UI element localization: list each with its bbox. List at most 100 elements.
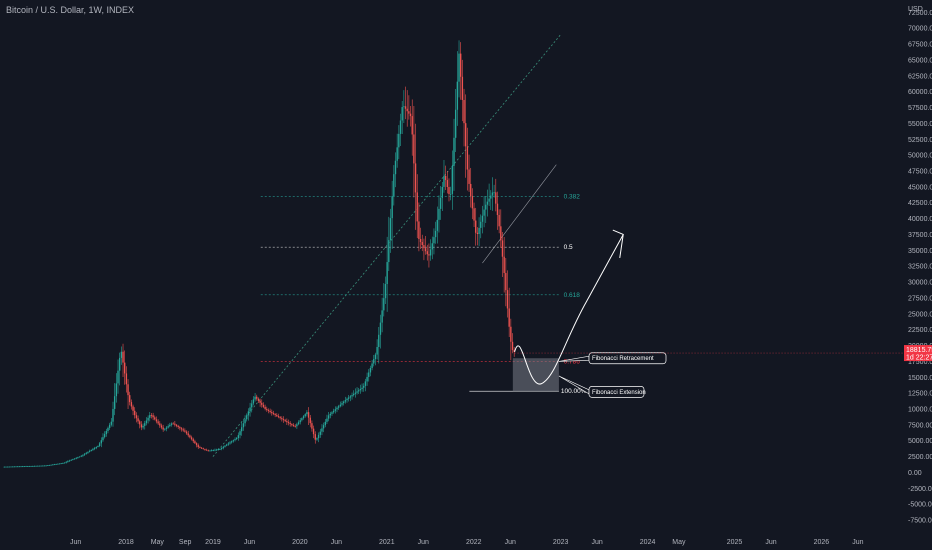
candle-body	[242, 423, 245, 428]
candle-body	[45, 465, 47, 467]
candle-body	[379, 322, 382, 335]
candle-body	[132, 406, 134, 411]
candle-body	[251, 403, 253, 408]
y-tick-label: 7500.00	[908, 422, 932, 429]
candle-body	[78, 456, 81, 458]
candle-body	[269, 410, 271, 413]
x-tick-label: 2023	[553, 539, 569, 546]
candle-body	[324, 421, 326, 426]
candle-body	[389, 218, 392, 241]
candle-body	[408, 111, 410, 114]
candle-body	[264, 406, 266, 409]
candle-body	[110, 421, 113, 425]
candle-body	[441, 186, 444, 198]
candle-body	[239, 431, 241, 436]
candle-body	[309, 417, 311, 424]
candle-body	[266, 408, 268, 410]
x-tick-label: Jun	[418, 539, 429, 546]
candle-body	[241, 427, 243, 432]
candle-body	[463, 99, 465, 124]
candle-body	[20, 466, 22, 468]
candle-body	[150, 415, 153, 416]
candle-body	[113, 396, 116, 409]
candle-body	[127, 384, 129, 396]
candle-body	[493, 192, 495, 194]
candle-body	[371, 363, 373, 368]
candle-body	[142, 425, 144, 428]
candle-body	[32, 465, 34, 467]
candle-body	[374, 354, 377, 360]
candle-body	[92, 448, 94, 450]
candle-body	[393, 174, 395, 197]
candle-body	[302, 416, 305, 419]
candle-body	[12, 466, 14, 468]
candle-body	[87, 451, 89, 453]
candle-body	[496, 203, 499, 215]
y-tick-label: 50000.00	[908, 153, 932, 160]
candle-body	[200, 447, 203, 449]
candle-body	[28, 466, 31, 467]
candle-body	[162, 427, 164, 430]
candle-body	[117, 370, 119, 384]
y-tick-label: 42500.00	[908, 200, 932, 207]
candle-body	[394, 160, 397, 175]
candle-body	[140, 424, 143, 428]
candle-body	[373, 359, 375, 364]
fibonacci-levels: 0.382 0.5 0.618 0.786 100.00%	[260, 193, 587, 395]
candle-body	[342, 401, 345, 404]
candle-body	[301, 418, 303, 421]
candle-body	[378, 334, 380, 348]
candle-body	[118, 357, 121, 371]
candle-body	[271, 412, 273, 414]
candle-body	[421, 242, 423, 246]
candle-body	[276, 415, 278, 417]
candle-body	[488, 198, 490, 202]
y-tick-label: 57500.00	[908, 105, 932, 112]
candle-body	[52, 464, 54, 466]
candle-body	[25, 466, 27, 467]
candle-body	[167, 426, 169, 428]
candle-body	[252, 399, 255, 404]
candle-body	[478, 227, 480, 234]
candle-body	[501, 240, 504, 257]
candle-body	[486, 201, 489, 205]
candle-body	[235, 438, 238, 440]
x-tick-label: May	[151, 539, 165, 546]
y-tick-label: 37500.00	[908, 232, 932, 239]
callout-label: Fibonacci Retracement	[592, 356, 654, 362]
candle-body	[444, 175, 447, 181]
candle-body	[451, 165, 454, 194]
fib-label: 0.618	[564, 292, 581, 299]
candle-body	[483, 209, 485, 216]
candle-body	[135, 415, 138, 419]
candle-body	[220, 447, 223, 449]
candle-body	[438, 208, 440, 220]
candle-body	[62, 463, 64, 464]
current-price-label: 18815.75	[906, 347, 932, 354]
candle-body	[505, 272, 507, 291]
candle-body	[83, 453, 86, 455]
candle-body	[433, 237, 435, 244]
candle-body	[424, 248, 427, 252]
candle-body	[500, 226, 502, 241]
candle-body	[354, 392, 357, 394]
y-tick-label: 27500.00	[908, 295, 932, 302]
candle-body	[88, 450, 91, 452]
candle-body	[429, 249, 432, 256]
x-tick-label: 2026	[814, 539, 830, 546]
candle-body	[219, 448, 221, 450]
x-tick-label: Jun	[765, 539, 776, 546]
candle-body	[511, 341, 514, 350]
y-tick-label: 2500.00	[908, 454, 932, 461]
candle-body	[364, 381, 367, 386]
candle-body	[317, 434, 320, 439]
candle-body	[222, 446, 225, 448]
candle-body	[5, 466, 7, 468]
candle-body	[210, 450, 213, 452]
candle-body	[475, 220, 477, 233]
candle-body	[498, 214, 500, 227]
candle-body	[316, 438, 318, 440]
projection-curve	[514, 234, 624, 385]
candle-body	[214, 449, 216, 451]
